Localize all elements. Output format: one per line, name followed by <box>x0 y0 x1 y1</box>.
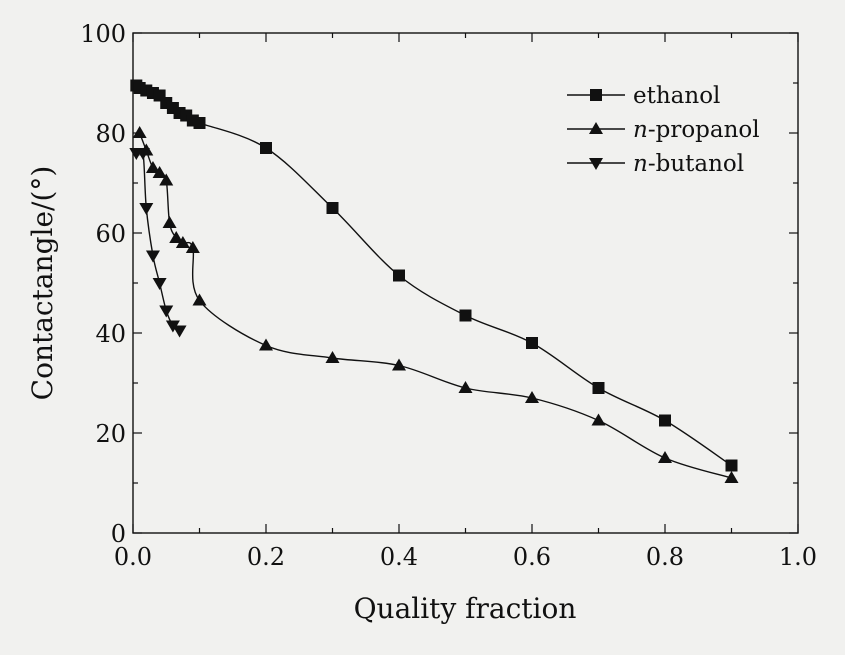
y-axis-title: Contactangle/(°) <box>26 166 59 401</box>
data-point-n-propanol <box>145 161 160 173</box>
data-point-ethanol <box>326 202 339 214</box>
x-tick-label: 0.6 <box>513 543 551 571</box>
legend-item-n-propanol: n-propanol <box>567 117 760 143</box>
data-point-ethanol <box>526 337 538 349</box>
legend-marker <box>589 158 603 170</box>
y-tick-label: 20 <box>95 420 126 448</box>
legend-item-ethanol: ethanol <box>567 83 720 109</box>
series-ethanol <box>130 79 738 472</box>
data-point-n-butanol <box>165 320 180 333</box>
legend-label: n-butanol <box>633 151 744 177</box>
x-tick-label: 0.2 <box>247 543 285 571</box>
data-point-n-butanol <box>159 305 174 318</box>
data-point-ethanol <box>725 459 738 472</box>
data-point-n-butanol <box>139 203 154 215</box>
legend-item-n-butanol: n-butanol <box>567 151 744 177</box>
data-point-n-butanol <box>152 278 167 290</box>
x-tick-label: 0.0 <box>114 543 152 571</box>
y-tick-label: 40 <box>95 320 126 348</box>
x-axis-title: Quality fraction <box>354 592 577 625</box>
data-point-n-propanol <box>325 351 340 363</box>
series-n-propanol <box>132 126 739 483</box>
y-tick-label: 0 <box>111 520 126 548</box>
data-point-n-propanol <box>175 236 190 248</box>
legend-label: ethanol <box>633 83 720 109</box>
series-layer <box>129 79 739 483</box>
data-point-n-butanol <box>145 250 160 263</box>
data-point-ethanol <box>260 142 272 154</box>
data-point-ethanol <box>592 382 605 394</box>
series-n-butanol <box>129 148 187 338</box>
data-point-n-propanol <box>392 358 406 371</box>
data-point-n-butanol <box>135 148 150 160</box>
y-tick-label: 60 <box>95 220 126 248</box>
data-point-n-propanol <box>591 413 606 426</box>
data-point-ethanol <box>459 309 472 322</box>
x-tick-label: 0.4 <box>380 543 418 571</box>
data-point-n-propanol <box>152 166 167 178</box>
data-point-n-propanol <box>525 391 539 403</box>
legend-marker <box>589 122 603 134</box>
data-point-n-propanol <box>259 338 273 351</box>
data-point-n-propanol <box>192 293 207 306</box>
data-point-ethanol <box>659 414 671 427</box>
data-point-n-propanol <box>658 451 672 463</box>
data-point-n-propanol <box>159 173 174 186</box>
data-point-ethanol <box>393 269 405 282</box>
x-tick-label: 0.8 <box>646 543 684 571</box>
data-point-n-propanol <box>132 126 147 138</box>
legend: ethanol n-propanol n-butanol <box>567 83 760 177</box>
y-tick-label: 80 <box>95 120 126 148</box>
y-tick-label: 100 <box>80 20 126 48</box>
axis-ticks: 0.0 0.2 0.4 0.6 0.8 1.0 0 20 40 60 80 100 <box>80 20 817 571</box>
data-point-n-butanol <box>172 325 187 338</box>
data-point-n-propanol <box>169 231 184 243</box>
data-point-n-propanol <box>162 216 177 228</box>
x-tick-label: 1.0 <box>779 543 817 571</box>
data-point-ethanol <box>193 117 206 129</box>
legend-label: n-propanol <box>633 117 760 143</box>
data-point-n-propanol <box>185 241 200 253</box>
data-point-n-propanol <box>458 381 473 393</box>
data-point-n-propanol <box>724 471 739 483</box>
series-line-n-propanol <box>138 132 732 479</box>
legend-marker <box>590 89 602 101</box>
